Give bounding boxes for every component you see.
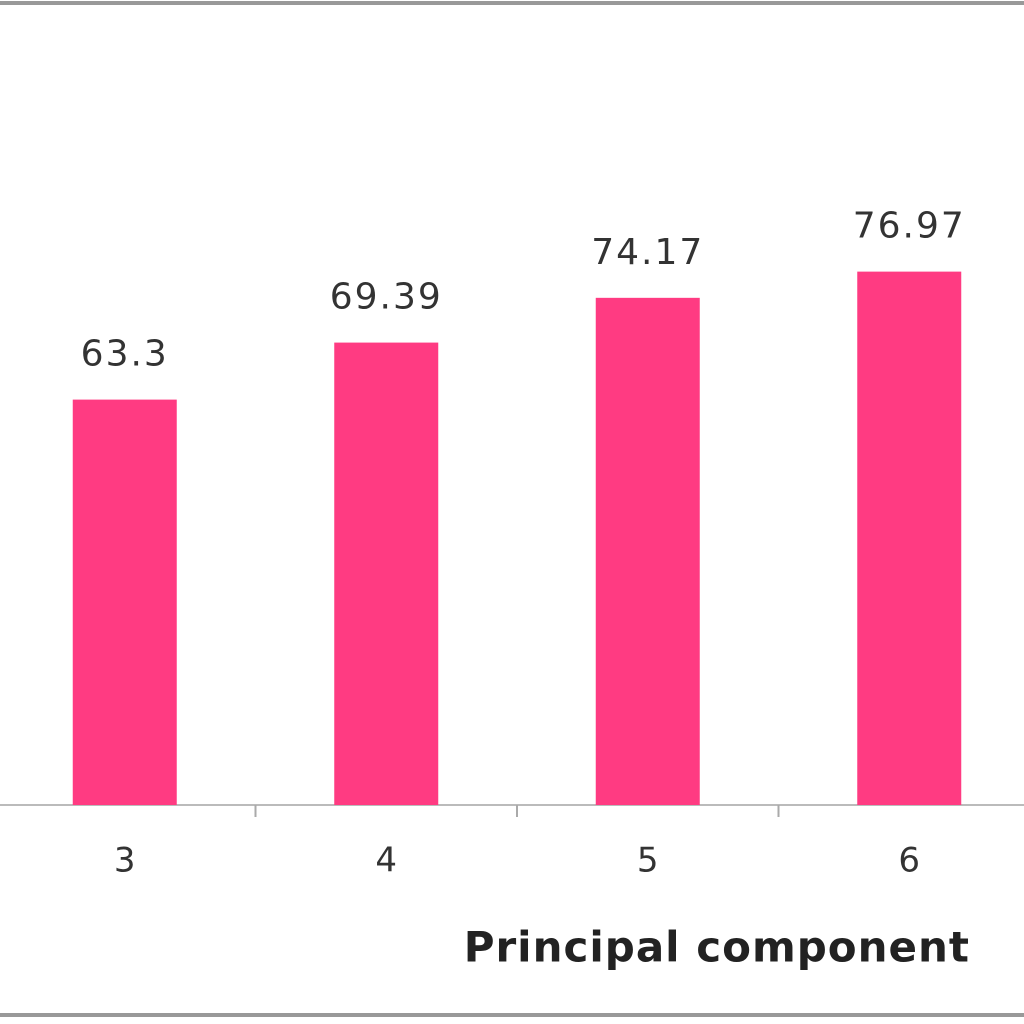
value-label: 63.3	[81, 334, 169, 375]
x-tick-label: 5	[637, 841, 659, 881]
x-tick-label: 4	[375, 841, 397, 881]
value-label: 76.97	[853, 206, 966, 247]
x-axis-label: Principal component	[464, 923, 970, 972]
bar	[595, 297, 700, 805]
x-tick-label: 3	[114, 841, 136, 881]
x-tick-label: 6	[898, 841, 920, 881]
bar	[857, 271, 962, 805]
bar	[334, 342, 439, 805]
value-label: 69.39	[330, 277, 443, 318]
bar	[72, 399, 177, 805]
value-label: 74.17	[591, 232, 704, 273]
